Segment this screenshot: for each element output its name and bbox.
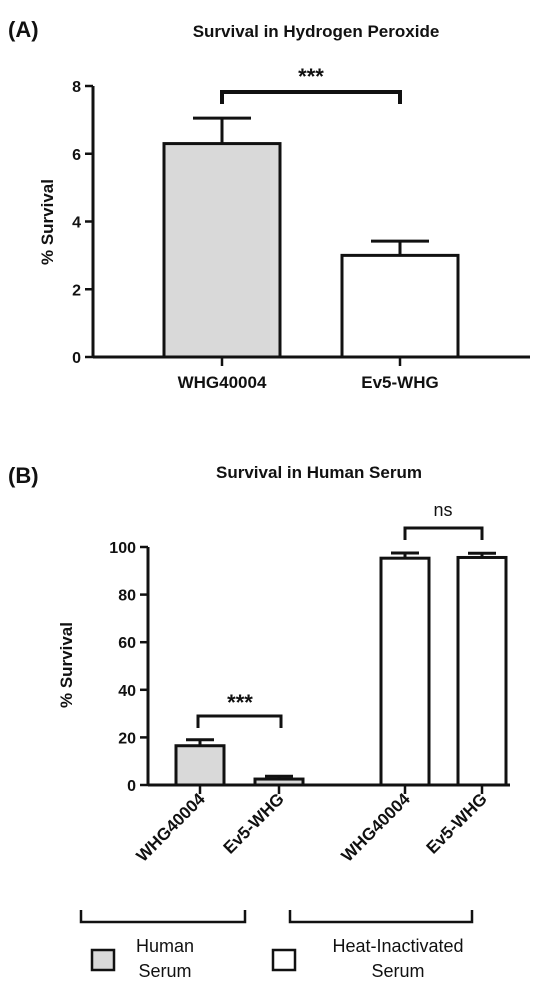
y-tick-label: 60 xyxy=(118,635,136,652)
y-tick-label: 8 xyxy=(72,79,81,96)
panel-b-title: Survival in Human Serum xyxy=(216,463,422,482)
panel-b-significance-label: *** xyxy=(227,690,253,715)
legend-swatch-human-serum xyxy=(90,948,116,972)
panel-a-y-axis-label: % Survival xyxy=(38,179,57,265)
y-tick-label: 20 xyxy=(118,730,136,747)
group-bracket-human-serum xyxy=(79,910,247,924)
panel-a-title: Survival in Hydrogen Peroxide xyxy=(193,22,440,41)
panel-b-significance-bracket xyxy=(403,526,484,540)
panel-b-category-label: Ev5-WHG xyxy=(220,789,288,857)
legend-swatch-heat-inactivated-serum xyxy=(271,948,297,972)
panel-b-significance-label: ns xyxy=(433,500,452,520)
panel-a-category-label: WHG40004 xyxy=(178,373,267,392)
panel-b-category-label: WHG40004 xyxy=(338,789,415,866)
legend-label-line: Serum xyxy=(138,961,191,981)
panel-a: (A) Survival in Hydrogen Peroxide % Surv… xyxy=(8,17,530,392)
bar xyxy=(162,142,282,359)
panel-a-error-bars xyxy=(193,116,429,256)
panel-a-category-label: Ev5-WHG xyxy=(361,373,438,392)
panel-a-y-ticks: 0 2 4 6 8 xyxy=(72,79,93,367)
panel-b-bars xyxy=(174,555,508,787)
legend-label-line: Human xyxy=(136,936,194,956)
panel-b-significance-bracket xyxy=(196,714,283,728)
bar xyxy=(456,555,508,787)
panel-a-significance-label: *** xyxy=(298,64,324,89)
legend-label-line: Serum xyxy=(371,961,424,981)
panel-a-label: (A) xyxy=(8,17,39,42)
y-tick-label: 0 xyxy=(127,778,136,795)
bar xyxy=(340,253,460,359)
y-tick-label: 40 xyxy=(118,683,136,700)
y-tick-label: 100 xyxy=(109,540,136,557)
panel-b-label: (B) xyxy=(8,463,39,488)
bar xyxy=(379,556,431,787)
panel-b-y-axis-label: % Survival xyxy=(57,622,76,708)
legend-label-line: Heat-Inactivated xyxy=(332,936,463,956)
panel-b: (B) Survival in Human Serum % Survival 0… xyxy=(8,463,510,981)
group-bracket-heat-inactivated-serum xyxy=(288,910,474,924)
y-tick-label: 80 xyxy=(118,588,136,605)
panel-a-bars xyxy=(162,142,460,359)
y-tick-label: 4 xyxy=(72,215,81,232)
panel-b-error-bars xyxy=(186,551,496,780)
panel-a-significance-bracket xyxy=(220,90,402,104)
y-tick-label: 6 xyxy=(72,147,81,164)
y-tick-label: 0 xyxy=(72,350,81,367)
panel-b-category-label: WHG40004 xyxy=(133,789,210,866)
y-tick-label: 2 xyxy=(72,282,81,299)
bar xyxy=(174,744,226,787)
panel-b-category-label: Ev5-WHG xyxy=(423,789,491,857)
panel-b-y-ticks: 0 20 40 60 80 100 xyxy=(109,540,148,795)
